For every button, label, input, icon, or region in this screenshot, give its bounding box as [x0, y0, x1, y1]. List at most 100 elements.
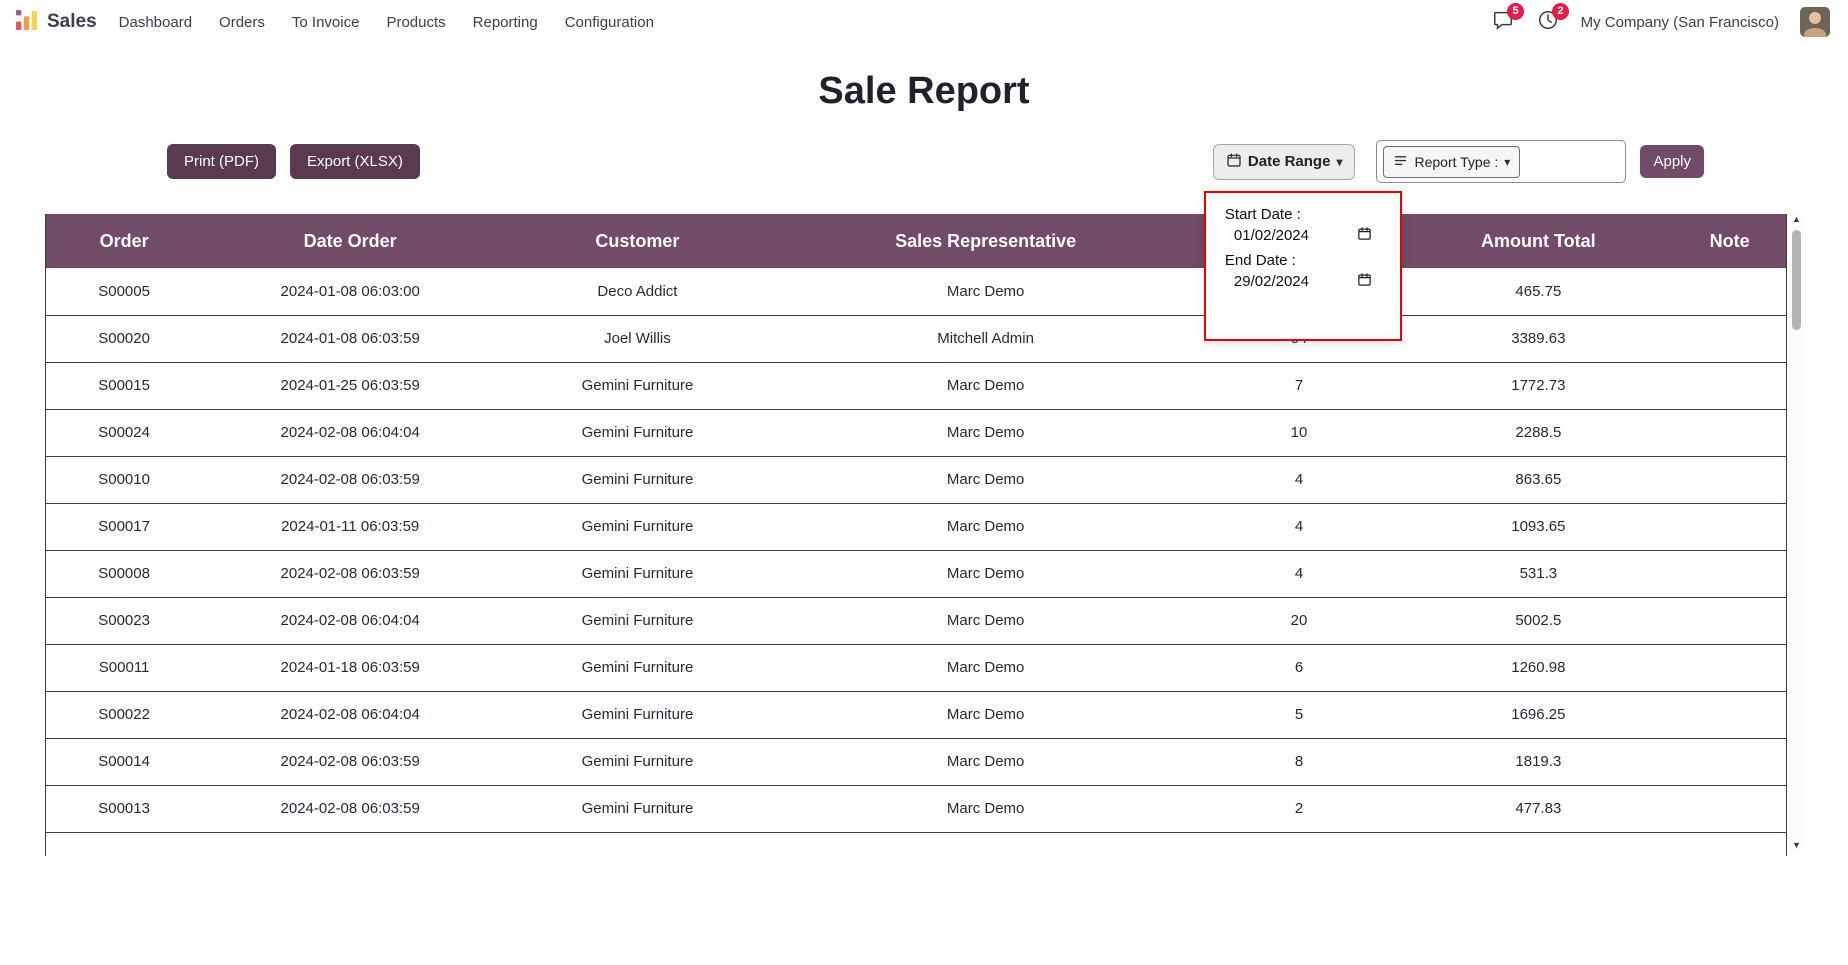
cell-customer: Gemini Furniture	[498, 503, 777, 551]
cell-customer: Gemini Furniture	[498, 409, 777, 457]
main-menu: Dashboard Orders To Invoice Products Reporti…	[119, 14, 654, 31]
date-range-dropdown: Date Range ▾ Start Date : 01/02/2024	[1203, 143, 1402, 341]
report-type-button[interactable]: Report Type : ▾	[1383, 145, 1521, 178]
cell-quantity: 5	[1194, 691, 1404, 739]
cell-empty	[498, 832, 777, 856]
menu-item-dashboard[interactable]: Dashboard	[118, 13, 193, 31]
table-row: S00017 2024-01-11 06:03:59 Gemini Furnitur…	[45, 503, 1787, 551]
cell-quantity: 4	[1194, 456, 1404, 504]
start-date-input[interactable]: 01/02/2024	[1234, 226, 1372, 245]
table-row: S00015 2024-01-25 06:03:59 Gemini Furnitur…	[45, 362, 1787, 410]
cell-customer: Gemini Furniture	[498, 691, 777, 739]
app-name: Sales	[47, 11, 97, 32]
date-range-label: Date Range	[1247, 153, 1331, 170]
cell-date-order: 2024-01-08 06:03:00	[202, 268, 499, 316]
cell-order: S00024	[45, 409, 203, 457]
column-header-note: Note	[1673, 214, 1787, 268]
cell-note	[1673, 456, 1787, 504]
cell-amount-total: 1260.98	[1403, 644, 1674, 692]
cell-sales-representative: Marc Demo	[776, 550, 1195, 598]
calendar-icon	[1226, 152, 1242, 172]
menu-item-to-invoice[interactable]: To Invoice	[291, 13, 360, 31]
cell-sales-representative: Marc Demo	[776, 644, 1195, 692]
cell-amount-total: 1093.65	[1403, 503, 1674, 551]
cell-order: S00017	[45, 503, 203, 551]
cell-note	[1673, 738, 1787, 786]
menu-item-reporting[interactable]: Reporting	[472, 13, 538, 31]
table-row: S00014 2024-02-08 06:03:59 Gemini Furnitur…	[45, 738, 1787, 786]
cell-quantity: 2	[1194, 785, 1404, 833]
cell-sales-representative: Marc Demo	[776, 691, 1195, 739]
cell-quantity: 8	[1194, 738, 1404, 786]
menu-item-products[interactable]: Products	[386, 13, 446, 31]
cell-order: S00005	[45, 268, 203, 316]
cell-empty	[45, 832, 203, 856]
cell-quantity: 6	[1194, 644, 1404, 692]
scroll-thumb[interactable]	[1792, 230, 1801, 330]
cell-empty	[1673, 832, 1787, 856]
cell-note	[1673, 268, 1787, 316]
scroll-down-arrow[interactable]: ▼	[1792, 840, 1801, 850]
table-row: S00011 2024-01-18 06:03:59 Gemini Furnitur…	[45, 644, 1787, 692]
cell-quantity: 20	[1194, 597, 1404, 645]
cell-amount-total: 5002.5	[1403, 597, 1674, 645]
print-pdf-button[interactable]: Print (PDF)	[167, 144, 276, 179]
cell-customer: Gemini Furniture	[498, 785, 777, 833]
avatar-body	[1804, 28, 1826, 37]
cell-order: S00020	[45, 315, 203, 363]
report-type-group: Report Type : ▾	[1376, 140, 1627, 183]
company-switcher[interactable]: My Company (San Francisco)	[1580, 13, 1779, 31]
cell-amount-total: 3389.63	[1403, 315, 1674, 363]
cell-sales-representative: Marc Demo	[776, 456, 1195, 504]
cell-order: S00022	[45, 691, 203, 739]
cell-empty	[1194, 832, 1404, 856]
cell-sales-representative: Marc Demo	[776, 503, 1195, 551]
export-xlsx-button[interactable]: Export (XLSX)	[290, 144, 420, 179]
menu-item-orders[interactable]: Orders	[219, 13, 265, 31]
sale-report-table: Order Date Order Customer Sales Representat…	[45, 214, 1787, 856]
cell-sales-representative: Marc Demo	[776, 597, 1195, 645]
cell-date-order: 2024-02-08 06:03:59	[202, 550, 499, 598]
cell-order: S00015	[45, 362, 203, 410]
messages-badge: 5	[1507, 3, 1524, 20]
column-header-date-order: Date Order	[202, 214, 499, 268]
cell-amount-total: 1819.3	[1403, 738, 1674, 786]
table-row: S00005 2024-01-08 06:03:00 Deco Addict Marc…	[45, 268, 1787, 316]
cell-date-order: 2024-02-08 06:04:04	[202, 597, 499, 645]
table-row-partial	[45, 832, 1787, 856]
menu-item-configuration[interactable]: Configuration	[564, 13, 654, 31]
page-title: Sale Report	[818, 70, 1030, 112]
cell-amount-total: 465.75	[1403, 268, 1674, 316]
scroll-up-arrow[interactable]: ▲	[1792, 214, 1801, 224]
activities-button[interactable]: 2	[1536, 3, 1569, 36]
activities-badge: 2	[1552, 3, 1569, 20]
cell-sales-representative: Marc Demo	[776, 785, 1195, 833]
table-row: S00013 2024-02-08 06:03:59 Gemini Furnitur…	[45, 785, 1787, 833]
cell-date-order: 2024-01-18 06:03:59	[202, 644, 499, 692]
cell-amount-total: 477.83	[1403, 785, 1674, 833]
column-header-amount-total: Amount Total	[1403, 214, 1674, 268]
cell-customer: Deco Addict	[498, 268, 777, 316]
table-scrollbar[interactable]: ▲ ▼	[1789, 212, 1804, 853]
cell-note	[1673, 644, 1787, 692]
table-row: S00023 2024-02-08 06:04:04 Gemini Furnitur…	[45, 597, 1787, 645]
apply-button[interactable]: Apply	[1640, 145, 1704, 178]
calendar-icon[interactable]	[1357, 272, 1372, 291]
messages-button[interactable]: 5	[1491, 3, 1524, 34]
table-row: S00024 2024-02-08 06:04:04 Gemini Furnitur…	[45, 409, 1787, 457]
date-range-button[interactable]: Date Range ▾	[1212, 143, 1356, 180]
calendar-icon[interactable]	[1357, 226, 1372, 245]
user-avatar[interactable]	[1800, 7, 1830, 37]
cell-empty	[202, 832, 499, 856]
apps-menu-button[interactable]: Sales	[14, 7, 97, 37]
cell-date-order: 2024-02-08 06:04:04	[202, 691, 499, 739]
cell-empty	[1403, 832, 1674, 856]
cell-customer: Gemini Furniture	[498, 738, 777, 786]
cell-note	[1673, 315, 1787, 363]
cell-order: S00008	[45, 550, 203, 598]
end-date-input[interactable]: 29/02/2024	[1234, 272, 1372, 291]
clock-icon	[1537, 9, 1559, 36]
cell-sales-representative: Marc Demo	[776, 409, 1195, 457]
chevron-down-icon: ▾	[1336, 154, 1343, 169]
cell-quantity: 7	[1194, 362, 1404, 410]
